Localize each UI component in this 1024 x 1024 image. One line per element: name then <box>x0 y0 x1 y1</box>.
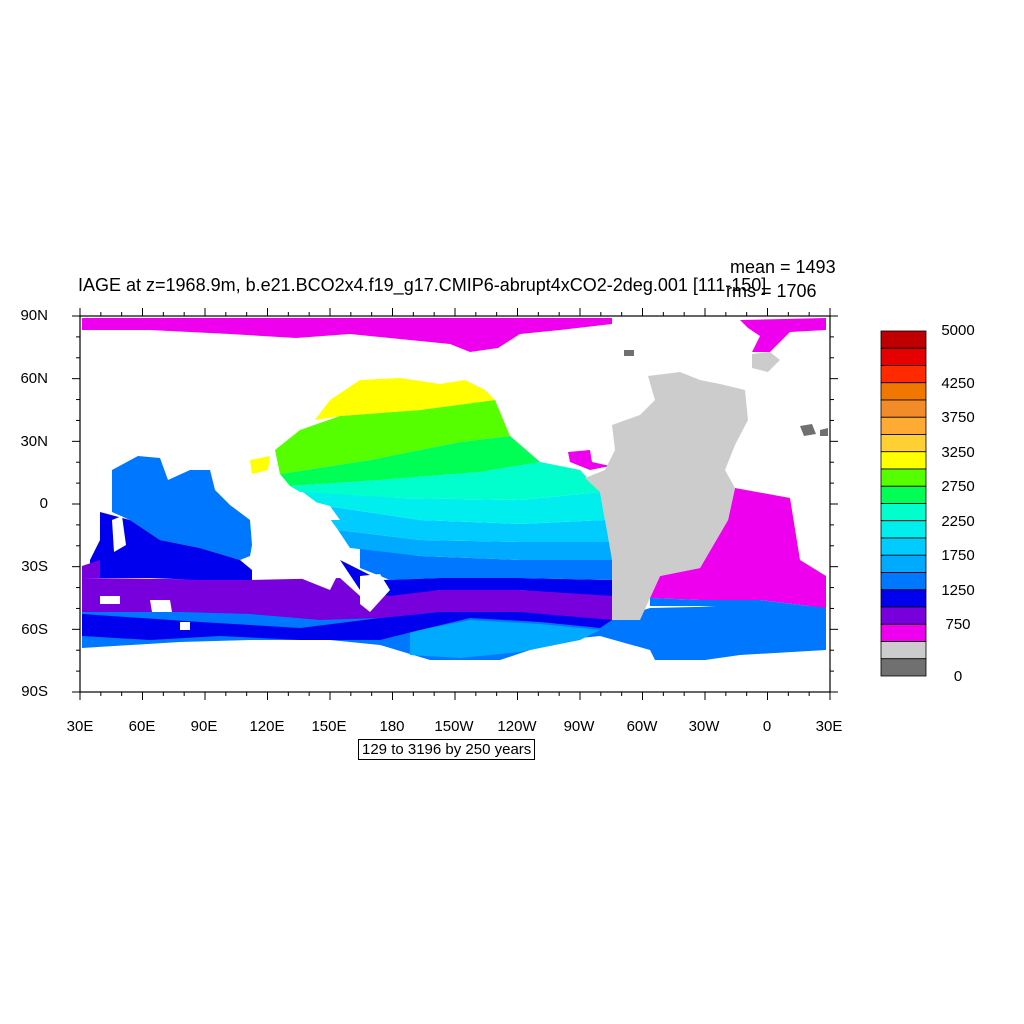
colorbar-swatch <box>880 623 927 642</box>
arctic-ocean-east <box>740 318 826 352</box>
rms-value: rms = 1706 <box>726 281 817 301</box>
colorbar-swatch <box>880 434 927 453</box>
lon-label-30e-right: 30E <box>815 718 843 735</box>
colorbar-label-1750: 1750 <box>941 547 975 564</box>
mean-value: mean = 1493 <box>730 257 836 277</box>
ocean-age-field <box>82 318 826 660</box>
colorbar-swatch <box>880 589 927 608</box>
colorbar-swatch <box>880 641 927 660</box>
madagascar-land <box>112 516 126 552</box>
americas-land <box>585 372 748 620</box>
lon-label-60e: 60E <box>128 718 156 735</box>
colorbar-swatch <box>880 572 927 591</box>
colorbar-swatch <box>880 365 927 384</box>
colorbar <box>880 330 927 677</box>
colorbar-swatch <box>880 451 927 470</box>
lon-label-0: 0 <box>762 718 772 735</box>
colorbar-swatch <box>880 520 927 539</box>
lat-label-30s: 30S <box>21 558 48 575</box>
colorbar-swatch <box>880 416 927 435</box>
lon-label-60w: 60W <box>626 718 658 735</box>
colorbar-swatch <box>880 382 927 401</box>
lat-label-60s: 60S <box>21 621 48 638</box>
new-zealand-land <box>360 574 390 612</box>
colorbar-swatch <box>880 347 927 366</box>
southern-ocean-lightblue <box>410 620 600 658</box>
pacific-yellow <box>315 378 495 420</box>
lon-label-120e: 120E <box>249 718 285 735</box>
south-atlantic-magenta <box>650 488 826 608</box>
pacific-light-south <box>360 548 612 580</box>
colorbar-label-1250: 1250 <box>941 582 975 599</box>
indian-ocean-light <box>112 456 252 560</box>
colorbar-label-0: 0 <box>953 668 963 685</box>
colorbar-label-2250: 2250 <box>941 513 975 530</box>
colorbar-swatch <box>880 330 927 349</box>
colorbar-label-3750: 3750 <box>941 409 975 426</box>
pacific-cyan-1 <box>338 530 612 560</box>
plot-title: IAGE at z=1968.9m, b.e21.BCO2x4.f19_g17.… <box>78 275 767 295</box>
lon-label-30e: 30E <box>66 718 94 735</box>
lat-label-90s: 90S <box>21 683 48 700</box>
lon-label-150e: 150E <box>311 718 347 735</box>
small-islands-dark <box>624 350 828 436</box>
colorbar-swatch <box>880 503 927 522</box>
indian-ocean-purple-west <box>82 560 100 578</box>
pacific-green <box>275 400 510 474</box>
south-atlantic-blue <box>650 598 826 616</box>
land-layer <box>100 350 828 630</box>
pacific-green-light <box>280 436 540 486</box>
southern-ocean-blue <box>82 612 612 640</box>
colorbar-swatch <box>880 554 927 573</box>
contour-info-box: 129 to 3196 by 250 years <box>358 739 536 760</box>
greenland-land <box>752 352 780 372</box>
axis-ticks <box>72 308 838 700</box>
lon-label-180: 180 <box>379 718 405 735</box>
lon-label-90w: 90W <box>563 718 595 735</box>
lon-label-90e: 90E <box>190 718 218 735</box>
colorbar-label-4250: 4250 <box>941 375 975 392</box>
colorbar-swatch <box>880 399 927 418</box>
southern-ocean-purple <box>82 578 612 620</box>
lon-label-120w: 120W <box>497 718 537 735</box>
australia-land <box>252 520 340 590</box>
lon-label-30w: 30W <box>688 718 720 735</box>
colorbar-swatch <box>880 606 927 625</box>
north-atlantic-bits <box>568 450 610 470</box>
colorbar-label-5000: 5000 <box>941 322 975 339</box>
arctic-ocean <box>82 318 612 352</box>
colorbar-label-750: 750 <box>945 616 971 633</box>
lat-label-0: 0 <box>39 495 48 512</box>
indian-ocean-blue <box>90 512 252 580</box>
pacific-aqua <box>290 462 600 500</box>
colorbar-swatch <box>880 658 927 677</box>
southeast-asia-land <box>268 498 340 520</box>
pacific-cyan-2 <box>320 505 612 542</box>
pacific-cyan-3 <box>300 490 605 524</box>
lon-label-150w: 150W <box>434 718 474 735</box>
colorbar-swatch <box>880 485 927 504</box>
colorbar-swatch <box>880 537 927 556</box>
colorbar-swatch <box>880 468 927 487</box>
pacific-yellow-small <box>250 456 270 474</box>
lat-label-90n: 90N <box>20 307 48 324</box>
colorbar-label-2750: 2750 <box>941 478 975 495</box>
antarctic-islands <box>100 596 190 630</box>
colorbar-label-3250: 3250 <box>941 444 975 461</box>
lat-label-60n: 60N <box>20 370 48 387</box>
lat-label-30n: 30N <box>20 433 48 450</box>
